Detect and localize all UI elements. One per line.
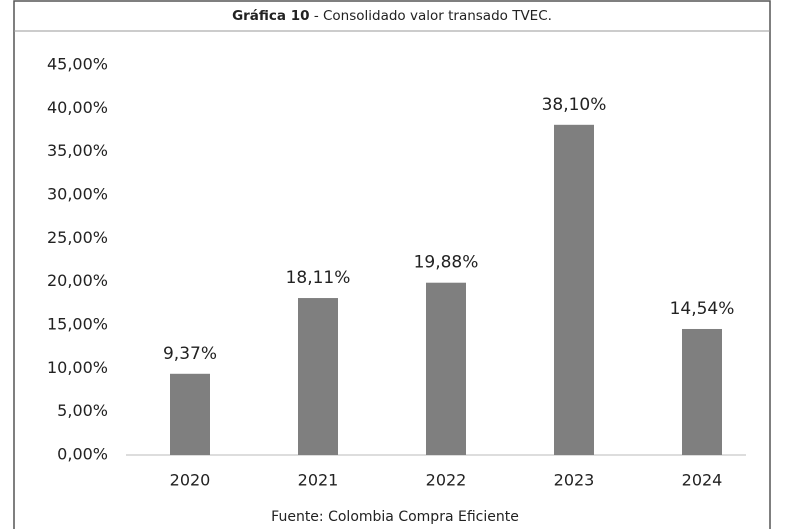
y-tick-label: 15,00% [47,315,108,334]
y-tick-label: 30,00% [47,185,108,204]
title-bold: Gráfica 10 [232,8,309,24]
x-tick-label: 2023 [554,471,595,490]
bar [170,373,210,455]
bar [426,282,466,455]
bar [682,328,722,455]
bar [298,298,338,455]
data-label: 14,54% [670,299,735,319]
source: Fuente: Colombia Compra Eficiente [271,509,519,525]
y-tick-label: 45,00% [47,55,108,74]
x-tick-label: 2020 [170,471,211,490]
chart-title: Gráfica 10 - Consolidado valor transado … [232,8,552,24]
data-label: 9,37% [163,344,217,364]
y-tick-label: 5,00% [57,401,108,420]
y-tick-label: 25,00% [47,228,108,247]
data-label: 18,11% [286,268,351,288]
title-rest: - Consolidado valor transado TVEC. [310,8,552,24]
y-tick-label: 40,00% [47,98,108,117]
data-label: 19,88% [414,253,479,273]
y-tick-label: 10,00% [47,358,108,377]
frame [13,0,771,529]
x-tick-label: 2022 [426,471,467,490]
y-tick-label: 0,00% [57,445,108,464]
x-tick-label: 2021 [298,471,339,490]
bar [554,124,594,456]
x-tick-label: 2024 [682,471,723,490]
y-tick-label: 35,00% [47,141,108,160]
data-label: 38,10% [542,95,607,115]
y-tick-label: 20,00% [47,271,108,290]
